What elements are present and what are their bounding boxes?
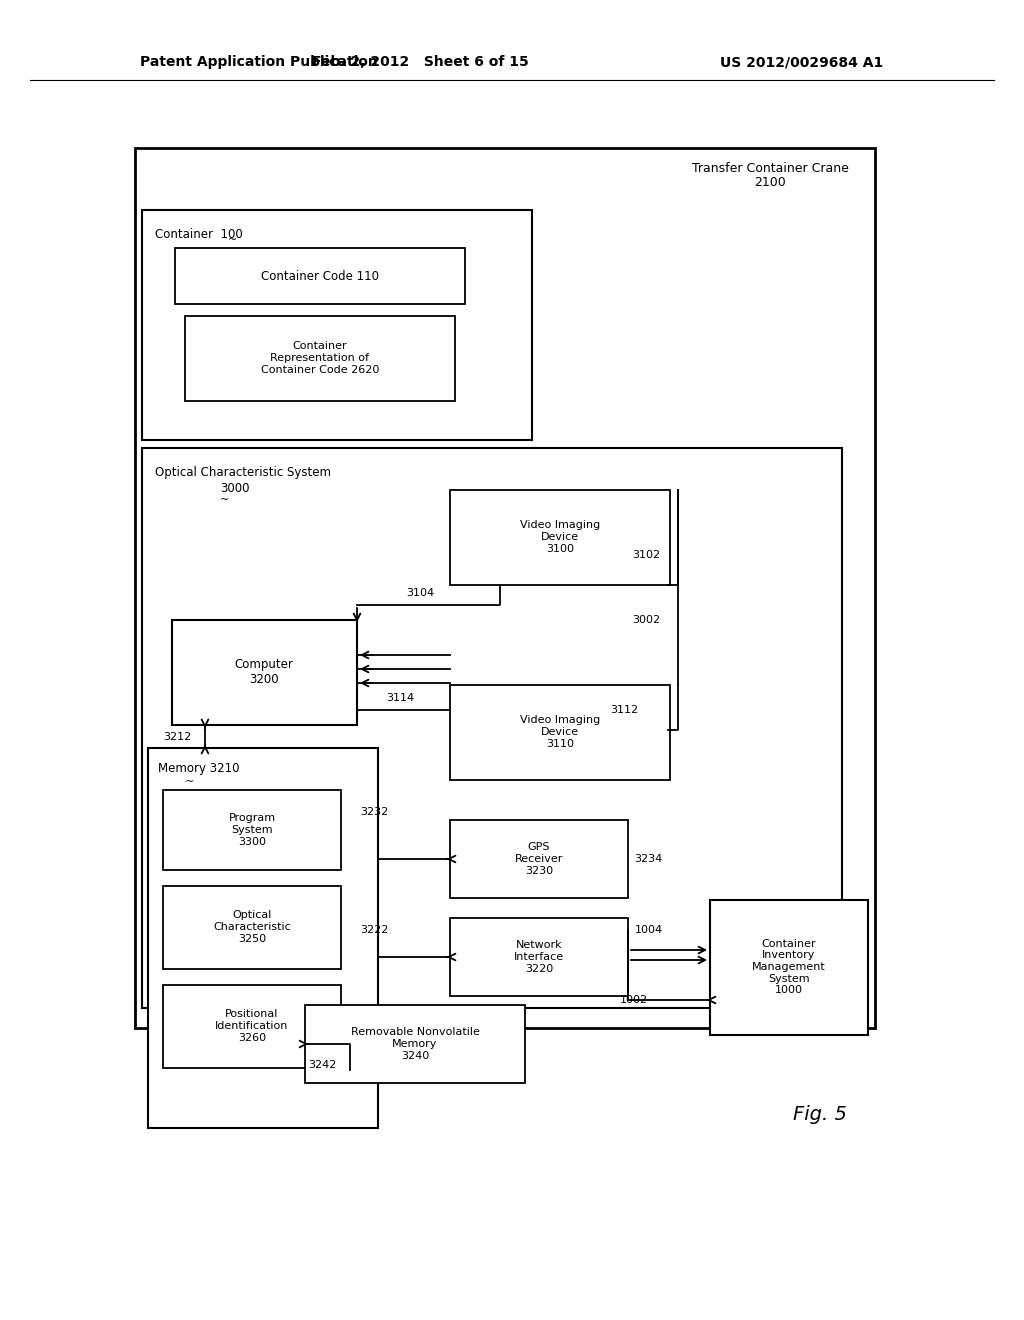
Text: Transfer Container Crane: Transfer Container Crane — [691, 161, 849, 174]
Text: Patent Application Publication: Patent Application Publication — [140, 55, 378, 69]
Bar — [450, 490, 670, 585]
Text: Video Imaging
Device
3100: Video Imaging Device 3100 — [520, 520, 600, 553]
Text: 1002: 1002 — [620, 995, 648, 1005]
Text: Container
Inventory
Management
System
1000: Container Inventory Management System 10… — [752, 939, 826, 995]
Text: GPS
Receiver
3230: GPS Receiver 3230 — [515, 842, 563, 875]
Text: Computer
3200: Computer 3200 — [234, 657, 294, 686]
Text: 3234: 3234 — [634, 854, 663, 865]
Bar — [163, 886, 341, 969]
Bar — [172, 620, 357, 725]
Text: 3112: 3112 — [610, 705, 638, 715]
Bar — [710, 900, 868, 1035]
Text: Fig. 5: Fig. 5 — [793, 1106, 847, 1125]
Bar — [142, 447, 842, 1008]
Text: Positional
Identification
3260: Positional Identification 3260 — [215, 1010, 289, 1043]
Bar — [163, 789, 341, 870]
Text: 3102: 3102 — [632, 550, 660, 560]
Text: Container  100: Container 100 — [155, 228, 243, 242]
Text: Program
System
3300: Program System 3300 — [228, 813, 275, 846]
Text: 3114: 3114 — [386, 693, 414, 704]
Text: Container Code 110: Container Code 110 — [261, 269, 379, 282]
Text: ~: ~ — [220, 495, 229, 506]
Text: Optical
Characteristic
3250: Optical Characteristic 3250 — [213, 911, 291, 944]
Text: ~: ~ — [185, 777, 195, 787]
Text: Removable Nonvolatile
Memory
3240: Removable Nonvolatile Memory 3240 — [350, 1027, 479, 1060]
Text: Container
Representation of
Container Code 2620: Container Representation of Container Co… — [261, 342, 379, 375]
Bar — [135, 148, 874, 1028]
Bar — [163, 985, 341, 1068]
Text: 3222: 3222 — [360, 925, 388, 935]
Text: Network
Interface
3220: Network Interface 3220 — [514, 940, 564, 974]
Text: US 2012/0029684 A1: US 2012/0029684 A1 — [720, 55, 884, 69]
Text: 1004: 1004 — [635, 925, 664, 935]
Text: 3232: 3232 — [360, 807, 388, 817]
Text: Feb. 2, 2012   Sheet 6 of 15: Feb. 2, 2012 Sheet 6 of 15 — [311, 55, 528, 69]
Text: Video Imaging
Device
3110: Video Imaging Device 3110 — [520, 715, 600, 748]
Text: 3242: 3242 — [308, 1060, 336, 1071]
Bar — [185, 315, 455, 401]
Text: 2100: 2100 — [754, 177, 785, 190]
Text: 3000: 3000 — [220, 482, 250, 495]
Bar — [450, 685, 670, 780]
Text: Memory 3210: Memory 3210 — [158, 762, 240, 775]
Bar — [450, 820, 628, 898]
Bar — [175, 248, 465, 304]
Bar — [450, 917, 628, 997]
Bar — [148, 748, 378, 1129]
Text: 3002: 3002 — [632, 615, 660, 624]
Text: ~: ~ — [228, 235, 238, 246]
Bar — [142, 210, 532, 440]
Text: 3104: 3104 — [406, 587, 434, 598]
Text: Optical Characteristic System: Optical Characteristic System — [155, 466, 331, 479]
Text: 3212: 3212 — [163, 733, 191, 742]
Bar — [305, 1005, 525, 1082]
